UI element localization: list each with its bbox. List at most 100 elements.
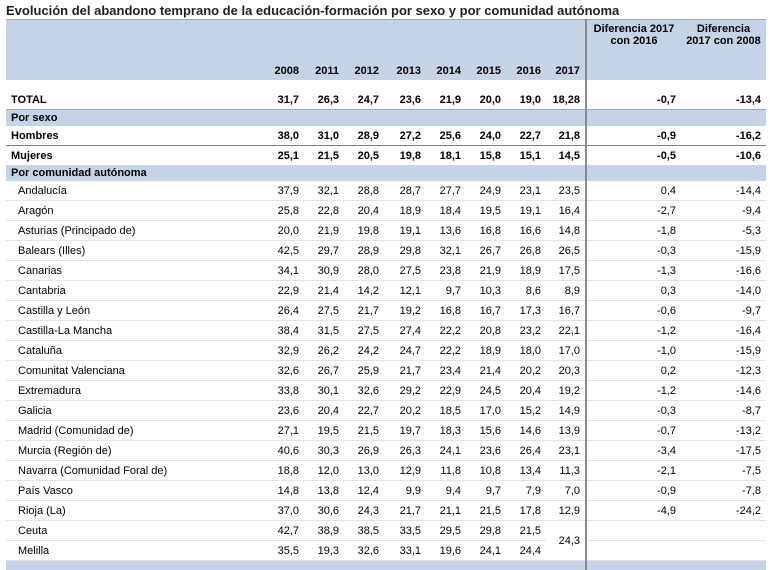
- row-label: Hombres: [6, 126, 259, 146]
- cell: 19,8: [344, 221, 384, 241]
- cell: 28,9: [344, 126, 384, 146]
- header-year: 2017: [546, 20, 586, 81]
- header-year: 2013: [384, 20, 426, 81]
- cell: 19,1: [506, 201, 546, 221]
- cell: 32,9: [259, 341, 304, 361]
- cell: 8,9: [546, 281, 586, 301]
- cell: -7,5: [681, 461, 766, 481]
- cell: 14,8: [259, 481, 304, 501]
- cell: 22,2: [426, 321, 466, 341]
- cell: -5,3: [681, 221, 766, 241]
- cell: 9,7: [426, 281, 466, 301]
- cell: -12,3: [681, 361, 766, 381]
- cell: 20,4: [344, 201, 384, 221]
- cell: 0,3: [586, 281, 681, 301]
- ceuta-row: Ceuta 42,7 38,9 38,5 33,5 29,5 29,8 21,5…: [6, 521, 766, 541]
- row-label: Galicia: [6, 401, 259, 421]
- cell: 17,5: [546, 261, 586, 281]
- row-label: Murcia (Región de): [6, 441, 259, 461]
- hombres-row: Hombres 38,0 31,0 28,9 27,2 25,6 24,0 22…: [6, 126, 766, 146]
- cell: 37,0: [259, 501, 304, 521]
- cell: 23,6: [466, 441, 506, 461]
- cell: 21,7: [344, 301, 384, 321]
- cell: 24,4: [506, 541, 546, 561]
- cell: 16,4: [546, 201, 586, 221]
- cell: -8,7: [681, 401, 766, 421]
- cell: 26,8: [506, 241, 546, 261]
- cell: -0,7: [586, 90, 681, 110]
- cell: 21,9: [304, 221, 344, 241]
- cell: 18,1: [426, 146, 466, 166]
- row-label: Andalucía: [6, 181, 259, 201]
- cell: 25,9: [344, 361, 384, 381]
- cell: 24,9: [466, 181, 506, 201]
- cell: 24,1: [426, 441, 466, 461]
- cell: 21,8: [546, 126, 586, 146]
- row-label: Castilla y León: [6, 301, 259, 321]
- cell: 38,4: [259, 321, 304, 341]
- cell: 20,0: [259, 221, 304, 241]
- cell: -1,2: [586, 321, 681, 341]
- cell: 24,0: [466, 126, 506, 146]
- cell: 19,8: [384, 146, 426, 166]
- row-label: Melilla: [6, 541, 259, 561]
- cell: 34,1: [259, 261, 304, 281]
- header-row: 2008 2011 2012 2013 2014 2015 2016 2017 …: [6, 20, 766, 81]
- cell: 18,8: [259, 461, 304, 481]
- cell: 33,1: [384, 541, 426, 561]
- cell: 21,5: [506, 521, 546, 541]
- cell: 30,9: [304, 261, 344, 281]
- cell: -0,3: [586, 241, 681, 261]
- cell: 27,1: [259, 421, 304, 441]
- cell: 21,5: [466, 501, 506, 521]
- cell: 19,1: [384, 221, 426, 241]
- cell: 19,5: [304, 421, 344, 441]
- cell: 16,7: [546, 301, 586, 321]
- cell: 14,6: [506, 421, 546, 441]
- header-year: 2014: [426, 20, 466, 81]
- cell: -14,4: [681, 181, 766, 201]
- cell: 15,1: [506, 146, 546, 166]
- row-label: País Vasco: [6, 481, 259, 501]
- cell: 24,7: [344, 90, 384, 110]
- cell: -1,0: [586, 341, 681, 361]
- cell: 24,2: [344, 341, 384, 361]
- cell: 23,2: [506, 321, 546, 341]
- header-diff-2008: Diferencia 2017 con 2008: [681, 20, 766, 81]
- row-label: Rioja (La): [6, 501, 259, 521]
- cell: 42,5: [259, 241, 304, 261]
- cell: -0,3: [586, 401, 681, 421]
- cell: -1,2: [586, 381, 681, 401]
- cell: 26,4: [259, 301, 304, 321]
- cell: 14,5: [546, 146, 586, 166]
- cell: 21,5: [344, 421, 384, 441]
- cell: 29,2: [384, 381, 426, 401]
- cell: -3,4: [586, 441, 681, 461]
- cell: 23,4: [426, 361, 466, 381]
- footer-band: [6, 561, 766, 570]
- cell: 9,9: [384, 481, 426, 501]
- ceuta-melilla-2017-cell: 24,3: [546, 521, 586, 561]
- cell: -0,9: [586, 481, 681, 501]
- row-label: Cantabria: [6, 281, 259, 301]
- cell: 23,6: [384, 90, 426, 110]
- cell: 29,5: [426, 521, 466, 541]
- cell: 22,7: [506, 126, 546, 146]
- cell: 31,5: [304, 321, 344, 341]
- cell: 23,1: [546, 441, 586, 461]
- cell: 21,4: [466, 361, 506, 381]
- cell: -0,7: [586, 421, 681, 441]
- cell: 27,5: [384, 261, 426, 281]
- page-title: Evolución del abandono temprano de la ed…: [6, 3, 619, 18]
- cell: -15,9: [681, 341, 766, 361]
- melilla-row: Melilla 35,5 19,3 32,6 33,1 19,6 24,1 24…: [6, 541, 766, 561]
- cell: 20,0: [466, 90, 506, 110]
